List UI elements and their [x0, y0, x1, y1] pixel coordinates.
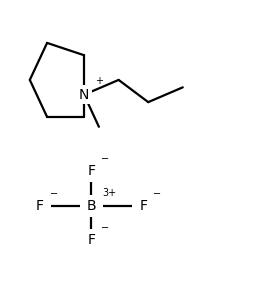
Text: −: −	[153, 189, 161, 199]
Text: F: F	[36, 199, 44, 213]
Text: −: −	[101, 154, 109, 164]
Text: B: B	[87, 199, 96, 213]
Text: F: F	[139, 199, 147, 213]
Text: F: F	[87, 164, 96, 178]
Text: −: −	[50, 189, 58, 199]
Text: −: −	[101, 224, 109, 233]
Text: F: F	[87, 233, 96, 247]
Text: N: N	[79, 88, 89, 102]
Text: +: +	[95, 76, 103, 86]
Text: 3+: 3+	[103, 188, 117, 198]
